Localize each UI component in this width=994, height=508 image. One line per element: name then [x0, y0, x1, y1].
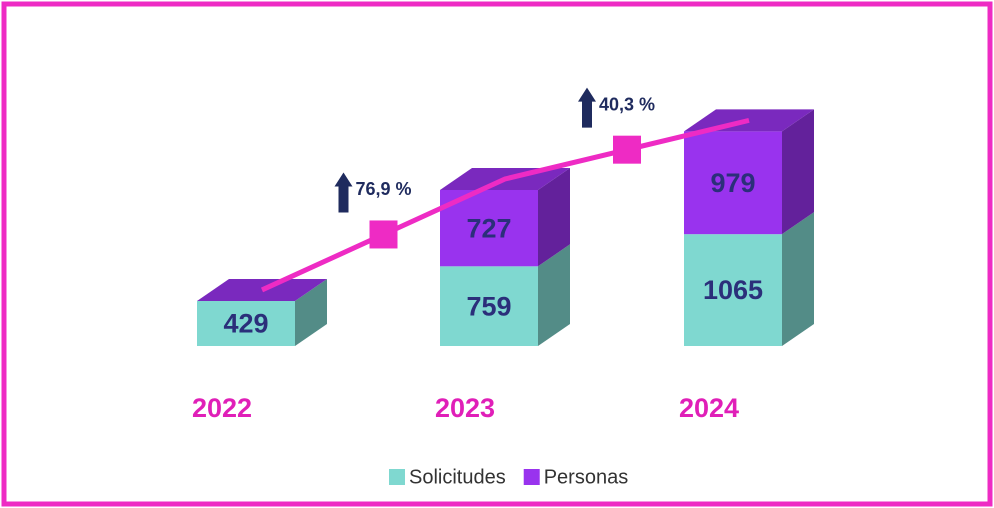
arrow-up [578, 87, 596, 128]
legend-swatch [389, 469, 405, 485]
value-label: 429 [223, 309, 268, 339]
value-label: 979 [710, 168, 755, 198]
legend-swatch [523, 469, 540, 485]
bar-side [538, 167, 570, 267]
trend-marker [369, 220, 398, 249]
trend-marker [613, 135, 641, 164]
legend-label: Personas [544, 466, 629, 488]
bar-front [684, 131, 782, 235]
bar-side [782, 109, 814, 235]
annotation: 76,9 % [356, 179, 412, 199]
value-label: 759 [466, 291, 511, 321]
bar-side [295, 278, 327, 346]
bar-front [440, 266, 538, 346]
bar-front [684, 234, 782, 346]
x-tick-label: 2023 [435, 393, 495, 423]
x-tick-label: 2022 [192, 393, 252, 423]
bar-front [197, 300, 295, 346]
x-tick-label: 2024 [679, 393, 739, 423]
legend-label: Solicitudes [409, 466, 506, 488]
value-label: 1065 [703, 275, 763, 305]
value-label: 727 [466, 213, 511, 243]
annotation: 40,3 % [599, 94, 655, 114]
bar-side [538, 244, 570, 346]
bar-side [782, 212, 814, 346]
arrow-up [334, 172, 353, 213]
trend-line [260, 117, 750, 293]
